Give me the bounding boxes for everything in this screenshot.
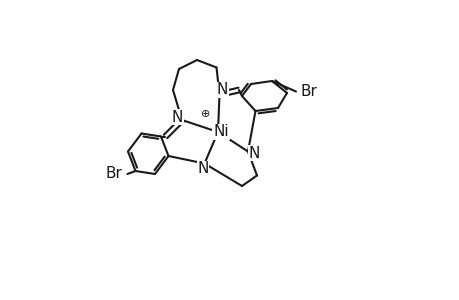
Text: ⊕: ⊕	[201, 109, 210, 119]
Text: Ni: Ni	[213, 124, 228, 140]
Text: Br: Br	[105, 167, 122, 182]
Text: Br: Br	[300, 84, 317, 99]
Text: N: N	[172, 110, 183, 124]
Text: N: N	[197, 161, 208, 176]
Text: N: N	[216, 82, 228, 98]
Text: N: N	[248, 146, 259, 160]
